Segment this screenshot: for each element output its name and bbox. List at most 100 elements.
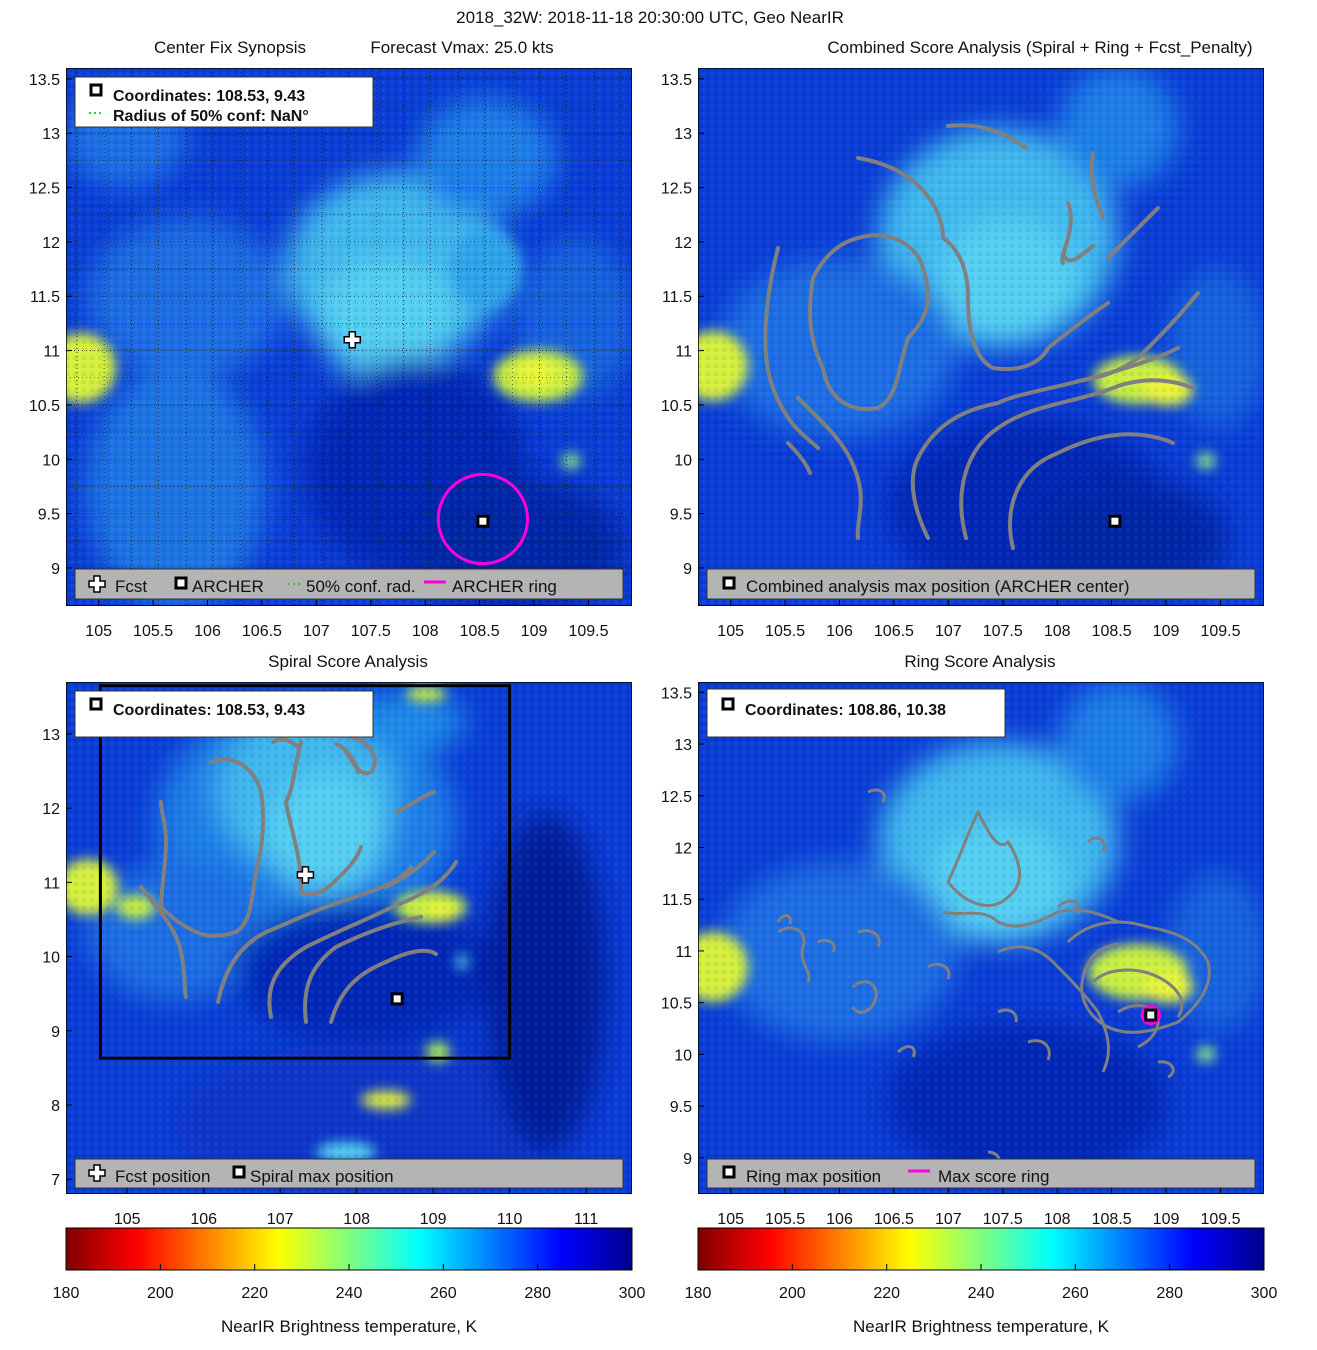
x-tick-label: 105 — [717, 623, 744, 640]
y-tick-label: 11 — [43, 875, 60, 892]
archer-center-marker — [1108, 514, 1122, 528]
x-tick-label: 105 — [114, 1211, 141, 1228]
x-ticks: 105 105.5 106 106.5 107 107.5 108 108.5 109 109.5 — [717, 600, 1241, 640]
center-square-icon — [174, 576, 188, 590]
colorbar-tick-label: 180 — [685, 1285, 712, 1302]
center-square-icon — [1144, 1008, 1158, 1022]
panel-title: Center Fix Synopsis — [154, 38, 306, 57]
legend-archer: ARCHER — [192, 577, 264, 596]
colorbar-gradient — [65, 1227, 633, 1271]
x-tick-label: 108 — [1044, 623, 1071, 640]
y-tick-label: 9.5 — [670, 507, 692, 524]
y-tick-label: 11.5 — [662, 289, 692, 306]
y-tick-label: 10 — [674, 452, 692, 469]
y-tick-label: 12 — [674, 840, 692, 857]
colorbar-left: 180 200 220 240 260 280 300 NearIR Brightness … — [53, 1227, 645, 1336]
center-square-icon — [232, 1165, 246, 1179]
panel-title: Ring Score Analysis — [904, 652, 1055, 671]
x-tick-label: 105 — [717, 1211, 744, 1228]
colorbar-tick-label: 260 — [1062, 1285, 1089, 1302]
x-tick-label: 109.5 — [568, 623, 608, 640]
plot-area: Coordinates: 108.53, 9.43 Radius of 50% … — [66, 68, 632, 606]
y-tick-label: 10.5 — [29, 398, 60, 415]
x-tick-label: 110 — [497, 1211, 523, 1228]
x-ticks: 105 105.5 106 106.5 107 107.5 108 108.5 109 109.5 — [85, 600, 609, 640]
confidence-ring — [436, 472, 530, 566]
spiral-max-marker — [390, 992, 404, 1006]
colorbar-tick-label: 240 — [968, 1285, 995, 1302]
colorbar-tick-label: 300 — [1251, 1285, 1278, 1302]
colorbar-right: 180 200 220 240 260 280 300 NearIR Brightness … — [685, 1227, 1278, 1336]
y-tick-label: 9.5 — [670, 1099, 692, 1116]
colorbar-gradient — [697, 1227, 1265, 1271]
max-score-ring — [1140, 1004, 1162, 1026]
center-square-icon — [722, 1165, 736, 1179]
x-tick-label: 108 — [1044, 1211, 1071, 1228]
y-tick-label: 12.5 — [661, 789, 692, 806]
y-tick-label: 11.5 — [662, 892, 692, 909]
center-square-icon — [89, 83, 103, 97]
ring-max-marker — [1144, 1008, 1158, 1022]
spiral-track-lines — [139, 735, 458, 1024]
coordinates-label: Coordinates: 108.53, 9.43 — [113, 88, 305, 105]
center-square-icon — [721, 697, 735, 711]
colorbar-ticks: 180 200 220 240 260 280 300 — [53, 1264, 645, 1302]
x-tick-label: 107 — [935, 623, 962, 640]
plot-area: Coordinates: 108.53, 9.43 Fcst position … — [66, 682, 632, 1194]
x-tick-label: 106 — [190, 1211, 217, 1228]
colorbar-tick-label: 280 — [524, 1285, 551, 1302]
x-tick-label: 109.5 — [1200, 1211, 1240, 1228]
x-tick-label: 105.5 — [765, 623, 805, 640]
x-tick-label: 108 — [343, 1211, 370, 1228]
y-tick-label: 8 — [51, 1098, 60, 1115]
x-tick-label: 108 — [412, 623, 439, 640]
legend-max-score-ring: Max score ring — [938, 1167, 1049, 1186]
x-tick-label: 105.5 — [133, 623, 173, 640]
colorbar-ticks: 180 200 220 240 260 280 300 — [685, 1264, 1278, 1302]
search-box — [98, 684, 512, 1060]
plot-area: Coordinates: 108.86, 10.38 Ring max posi… — [698, 682, 1264, 1194]
y-tick-label: 10 — [674, 1047, 692, 1064]
legend-box — [74, 1158, 624, 1189]
y-tick-label: 9 — [683, 1151, 692, 1168]
legend-box — [706, 568, 1256, 600]
colorbar-tick-label: 260 — [430, 1285, 457, 1302]
x-ticks: 105 105.5 106 106.5 107 107.5 108 108.5 109 109.5 — [717, 1188, 1241, 1228]
x-tick-label: 106.5 — [242, 623, 282, 640]
x-tick-label: 107.5 — [983, 623, 1023, 640]
spiral-track-lines — [763, 123, 1200, 550]
y-tick-label: 7 — [51, 1172, 60, 1189]
legend-conf-rad: 50% conf. rad. — [306, 577, 416, 596]
figure-suptitle: 2018_32W: 2018-11-18 20:30:00 UTC, Geo N… — [456, 8, 844, 27]
colorbar-tick-label: 200 — [779, 1285, 806, 1302]
legend-box — [74, 568, 624, 600]
colorbar-tick-label: 240 — [336, 1285, 363, 1302]
x-ticks: 105 106 107 108 109 110 111 — [114, 1188, 598, 1228]
y-tick-label: 13 — [42, 727, 60, 744]
x-tick-label: 106 — [194, 623, 221, 640]
center-square-icon — [476, 514, 490, 528]
x-tick-label: 107.5 — [351, 623, 391, 640]
archer-center-marker — [476, 514, 490, 528]
x-tick-label: 106.5 — [874, 1211, 914, 1228]
radius-label: Radius of 50% conf: NaN° — [113, 108, 309, 125]
x-tick-label: 109.5 — [1200, 623, 1240, 640]
panel-combined: Combined Score Analysis (Spiral + Ring +… — [661, 38, 1264, 640]
colorbar-tick-label: 220 — [241, 1285, 268, 1302]
y-tick-label: 12 — [674, 235, 692, 252]
panel-subtitle: Forecast Vmax: 25.0 kts — [370, 38, 553, 57]
y-tick-label: 10 — [42, 452, 60, 469]
y-ticks: 9 9.5 10 10.5 11 11.5 12 12.5 13 13.5 — [29, 72, 72, 578]
x-tick-label: 106.5 — [874, 623, 914, 640]
info-box — [74, 690, 374, 738]
colorbar-tick-label: 200 — [147, 1285, 174, 1302]
y-tick-label: 10 — [42, 950, 60, 967]
colorbar-tick-label: 180 — [53, 1285, 80, 1302]
plus-icon — [296, 866, 315, 884]
x-tick-label: 107.5 — [983, 1211, 1023, 1228]
y-ticks: 9 9.5 10 10.5 11 11.5 12 12.5 13 13.5 — [661, 685, 704, 1168]
y-tick-label: 13.5 — [29, 72, 60, 89]
y-tick-label: 13 — [674, 126, 692, 143]
plus-icon — [88, 1164, 106, 1182]
